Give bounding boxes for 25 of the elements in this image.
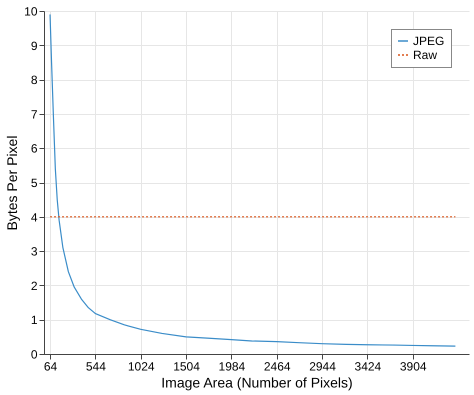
- y-tick-label: 7: [30, 107, 38, 122]
- x-tick-label: 2944: [309, 360, 336, 374]
- x-tick-label: 3424: [354, 360, 382, 374]
- y-tick-label: 6: [30, 142, 38, 156]
- y-tick-label: 5: [30, 176, 38, 190]
- y-tick-label: 3: [30, 244, 38, 259]
- y-tick-label: 9: [30, 38, 38, 53]
- y-tick-label: 0: [30, 348, 38, 362]
- x-tick-label: 544: [86, 360, 106, 374]
- legend-label: JPEG: [413, 34, 444, 48]
- x-tick-label: 2464: [264, 360, 291, 374]
- x-tick-label: 1984: [218, 360, 246, 374]
- y-tick-label: 4: [30, 210, 38, 224]
- x-tick-label: 1024: [128, 360, 155, 374]
- legend-label: Raw: [413, 48, 438, 62]
- y-tick-label: 10: [24, 4, 38, 18]
- y-axis-title: Bytes Per Pixel: [4, 136, 20, 230]
- x-axis-title: Image Area (Number of Pixels): [161, 374, 353, 390]
- x-tick-label: 3904: [400, 360, 427, 374]
- x-tick-label: 64: [44, 360, 58, 374]
- y-tick-label: 8: [30, 73, 38, 88]
- y-tick-label: 2: [30, 278, 38, 293]
- line-series: [49, 14, 456, 347]
- y-tick-label: 1: [30, 313, 38, 328]
- x-tick-label: 1504: [173, 360, 200, 374]
